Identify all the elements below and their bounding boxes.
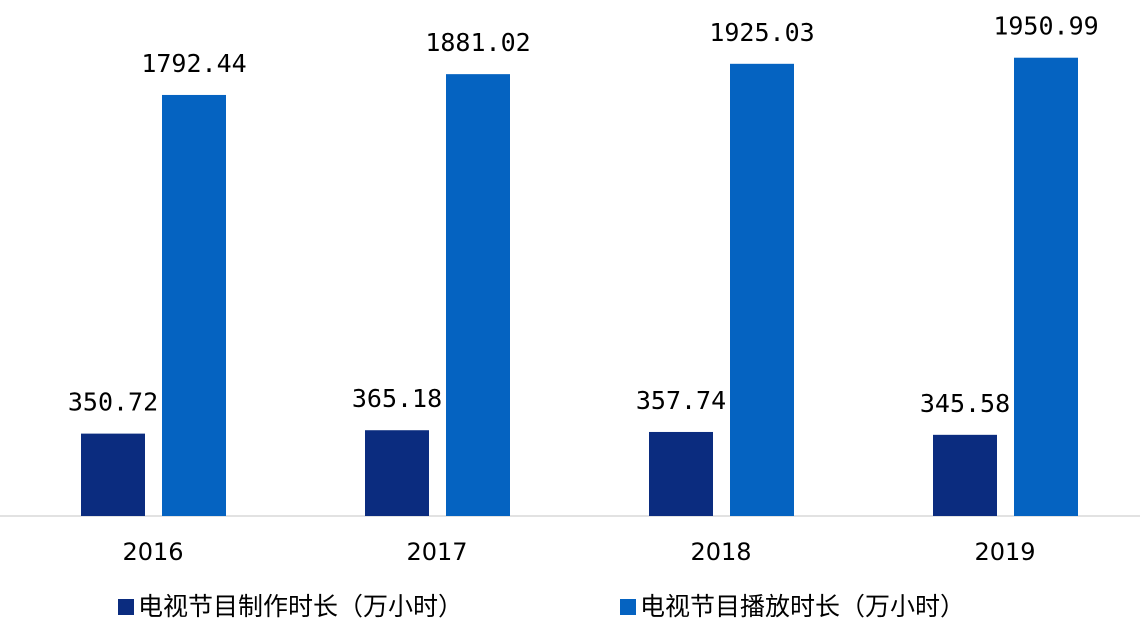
legend-swatch [118, 599, 134, 615]
value-label: 1792.44 [141, 49, 246, 78]
bar [649, 431, 713, 516]
value-label: 365.18 [352, 384, 442, 413]
x-tick-label: 2018 [690, 538, 751, 566]
bar [730, 63, 794, 516]
bar [446, 74, 510, 516]
bar [81, 433, 145, 516]
x-tick-label: 2017 [406, 538, 467, 566]
value-label: 1925.03 [709, 18, 814, 47]
legend-label: 电视节目播放时长（万小时） [640, 592, 965, 621]
value-label: 1881.02 [425, 28, 530, 57]
x-tick-label: 2016 [122, 538, 183, 566]
value-label: 350.72 [68, 388, 158, 417]
bar [162, 94, 226, 516]
value-label: 357.74 [636, 386, 726, 415]
bar [933, 434, 997, 516]
bar [365, 430, 429, 516]
value-label: 345.58 [920, 389, 1010, 418]
legend-swatch [620, 599, 636, 615]
value-label: 1950.99 [993, 12, 1098, 41]
legend-label: 电视节目制作时长（万小时） [138, 592, 463, 621]
x-tick-label: 2019 [974, 538, 1035, 566]
bar [1014, 57, 1078, 516]
